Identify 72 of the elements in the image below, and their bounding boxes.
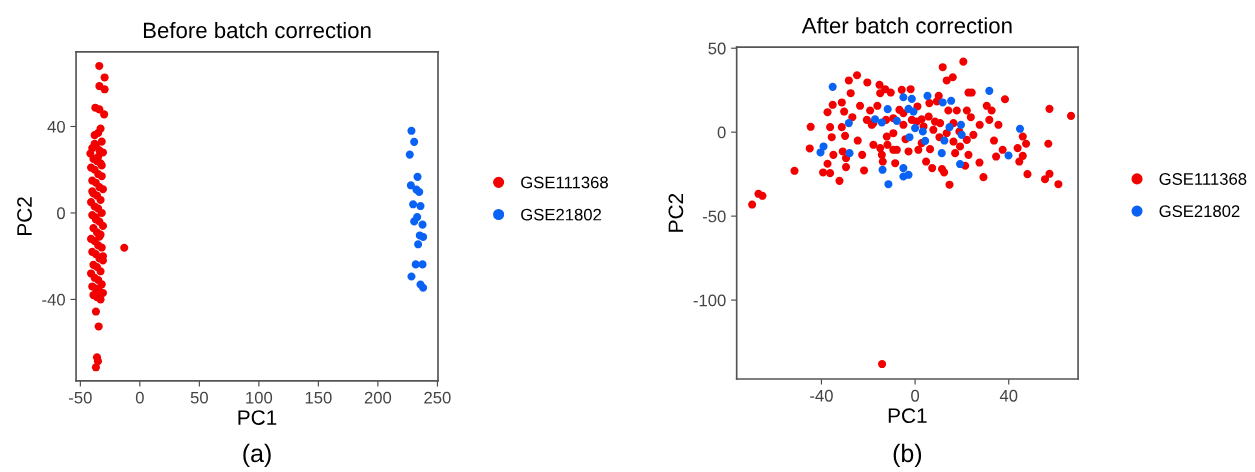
point <box>956 120 966 129</box>
legend-label: GSE111368 <box>1159 173 1247 185</box>
point <box>411 260 420 269</box>
y-tick-label: 50 <box>708 42 726 55</box>
point <box>884 180 893 189</box>
x-tick-label: 40 <box>999 389 1018 402</box>
x-tick-label: 0 <box>135 391 144 404</box>
point <box>899 93 908 102</box>
point <box>409 200 418 209</box>
x-tick-label: 200 <box>364 391 392 404</box>
point <box>407 126 416 135</box>
point <box>923 91 932 100</box>
point <box>940 136 949 145</box>
y-tick-label: -50 <box>702 210 726 223</box>
point <box>405 150 414 159</box>
point <box>921 136 930 145</box>
x-tick-label: 0 <box>911 389 920 402</box>
point <box>909 107 918 116</box>
point <box>871 115 880 124</box>
y-tick-label: -100 <box>693 294 726 307</box>
point <box>918 127 927 136</box>
point <box>418 260 427 269</box>
x-tick-label: 250 <box>424 391 451 404</box>
point <box>816 148 825 157</box>
x-tick-label: -40 <box>810 389 833 402</box>
chart-title: After batch correction <box>801 17 1012 34</box>
x-axis-title: PC1 <box>888 408 927 424</box>
point <box>418 220 427 229</box>
x-tick-label: -50 <box>69 391 92 404</box>
chart-title: Before batch correction <box>143 21 371 39</box>
point <box>899 164 908 173</box>
legend-label: GSE21802 <box>521 208 601 221</box>
point <box>410 217 419 226</box>
point <box>406 181 415 190</box>
x-tick-label: 100 <box>246 391 273 404</box>
point <box>845 149 854 158</box>
point <box>878 165 887 174</box>
point <box>877 118 886 127</box>
point <box>410 137 419 146</box>
point <box>419 232 428 241</box>
point <box>907 94 916 103</box>
point <box>883 105 892 114</box>
y-axis-title: PC2 <box>17 197 32 235</box>
legend-label: GSE111368 <box>521 176 608 189</box>
x-axis-title: PC1 <box>238 410 277 425</box>
point <box>844 119 853 128</box>
point <box>937 149 946 158</box>
point <box>938 98 947 107</box>
point <box>416 201 425 211</box>
y-tick-label: 0 <box>717 126 726 139</box>
point <box>956 160 965 169</box>
legend-label: GSE21802 <box>1159 205 1240 218</box>
point <box>413 172 422 181</box>
point <box>911 124 920 133</box>
x-tick-label: 50 <box>190 391 208 404</box>
point <box>945 123 954 132</box>
y-tick-label: -40 <box>42 293 65 306</box>
y-axis-title: PC2 <box>668 193 684 232</box>
y-tick-label: 0 <box>57 207 65 220</box>
x-tick-label: 150 <box>305 391 332 404</box>
text: (a) <box>243 443 271 468</box>
point <box>985 86 994 95</box>
point <box>1004 151 1013 160</box>
y-tick-label: 40 <box>47 120 65 133</box>
point <box>947 96 956 105</box>
point <box>407 272 416 281</box>
text: (b) <box>893 443 922 468</box>
point <box>1015 124 1025 133</box>
point <box>828 82 837 91</box>
point <box>905 133 914 142</box>
point <box>904 170 913 179</box>
point <box>414 240 423 249</box>
